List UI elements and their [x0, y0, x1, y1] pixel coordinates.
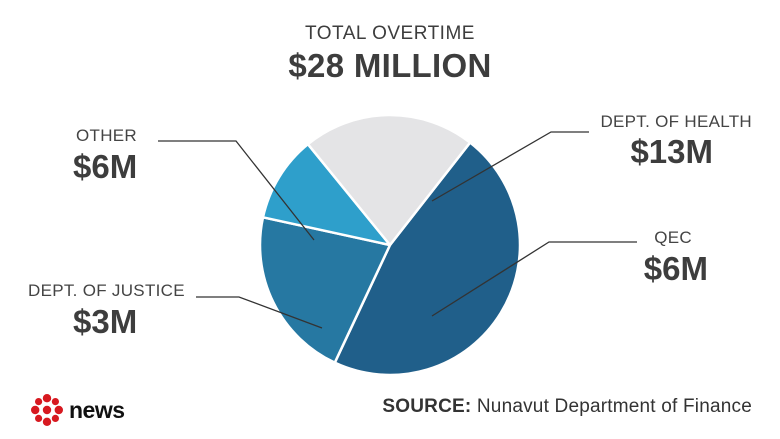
- slice-value-justice: $3M: [73, 303, 137, 340]
- pie-slices: [258, 113, 522, 377]
- cbc-news-logo: news: [30, 393, 125, 427]
- pie-slice-justice: [261, 142, 392, 247]
- slice-name-justice: DEPT. OF JUSTICE: [28, 281, 185, 300]
- source-label: SOURCE:: [382, 396, 472, 417]
- leader-line-qec: [431, 241, 637, 317]
- slice-labels: DEPT. OF HEALTH $13M QEC $6M DEPT. OF JU…: [28, 112, 752, 340]
- leader-line-justice: [196, 296, 323, 329]
- pie-slice-health: [333, 141, 522, 377]
- slice-value-other: $6M: [73, 148, 137, 185]
- pie-slice-qec: [258, 216, 392, 364]
- slice-value-health: $13M: [630, 133, 713, 170]
- cbc-gem-icon: [31, 394, 63, 426]
- logo-text: news: [69, 396, 125, 423]
- leader-line-other: [158, 140, 315, 241]
- source-note: SOURCE: Nunavut Department of Finance: [382, 396, 752, 418]
- slice-name-other: OTHER: [76, 126, 137, 145]
- slice-value-qec: $6M: [644, 250, 708, 287]
- source-text: Nunavut Department of Finance: [476, 396, 752, 417]
- chart-title: $28 MILLION: [288, 47, 492, 84]
- slice-name-health: DEPT. OF HEALTH: [600, 112, 752, 131]
- chart-subtitle: TOTAL OVERTIME: [305, 23, 475, 44]
- chart-title-block: TOTAL OVERTIME $28 MILLION: [0, 22, 780, 86]
- leader-lines: [158, 131, 637, 329]
- pie-slice-other: [306, 113, 472, 247]
- slice-name-qec: QEC: [654, 228, 692, 247]
- leader-line-health: [431, 131, 589, 202]
